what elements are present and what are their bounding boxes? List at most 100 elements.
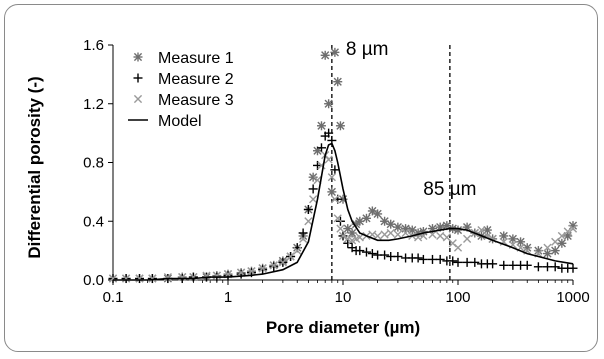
measure-3-point	[293, 246, 302, 255]
measure-1-point	[373, 209, 383, 219]
measure-2-point	[367, 249, 377, 259]
marker-stroke	[373, 231, 382, 241]
marker-stroke	[321, 51, 330, 60]
measure-3-point	[355, 233, 364, 242]
measure-3-point	[563, 227, 572, 236]
measure-3-point	[338, 231, 348, 241]
annotation-label: 85 µm	[423, 179, 476, 200]
reference-lines: 8 µm 85 µm	[331, 39, 476, 280]
annotation-label: 8 µm	[346, 39, 389, 60]
measure-3-point	[108, 274, 118, 283]
marker-stroke	[436, 231, 445, 241]
marker-stroke	[543, 249, 552, 258]
marker-stroke	[483, 231, 492, 241]
marker-stroke	[401, 228, 410, 238]
measure-1-point	[347, 228, 357, 238]
measure-3-point	[324, 155, 333, 164]
marker-stroke	[393, 223, 402, 232]
marker-stroke	[563, 227, 572, 236]
marker-stroke	[258, 264, 267, 273]
marker-stroke	[436, 223, 445, 232]
measure-1-point	[361, 213, 371, 223]
measure-1-point	[333, 77, 343, 87]
marker-stroke	[523, 243, 532, 252]
marker-stroke	[393, 230, 402, 239]
measure-3-point	[557, 231, 566, 241]
measure-1-point	[453, 225, 463, 235]
x-tick-label: 100	[445, 289, 470, 306]
measure-2-point	[380, 250, 390, 260]
marker-stroke	[343, 234, 352, 243]
measure-3-point	[336, 224, 345, 233]
measure-2-point	[312, 160, 322, 170]
marker-stroke	[324, 99, 333, 108]
series-measure-3	[108, 151, 578, 283]
y-tick-label: 0.8	[83, 155, 104, 172]
measure-3-point	[178, 272, 187, 282]
measure-3-point	[386, 228, 395, 238]
marker-stroke	[516, 237, 525, 246]
measure-1-point	[550, 246, 560, 256]
series-measure-2	[108, 128, 578, 284]
marker-stroke	[380, 217, 389, 226]
marker-stroke	[148, 274, 157, 283]
measure-3-point	[333, 214, 342, 223]
marker-stroke	[557, 231, 566, 241]
x-axis-title: Pore diameter (µm)	[266, 318, 420, 337]
measure-3-point	[258, 264, 267, 273]
marker-stroke	[327, 173, 336, 182]
marker-stroke	[133, 94, 143, 104]
measure-3-point	[327, 173, 336, 182]
marker-stroke	[212, 271, 221, 280]
y-tick-label: 0.0	[83, 272, 104, 289]
measure-1-point	[386, 219, 396, 229]
measure-2-point	[303, 205, 313, 214]
marker-stroke	[483, 225, 492, 235]
measure-3-point	[212, 271, 221, 280]
chart-frame	[4, 4, 598, 352]
measure-1-point	[324, 99, 334, 109]
measure-2-point	[330, 165, 340, 175]
measure-3-point	[148, 274, 157, 283]
measure-3-point	[453, 243, 463, 252]
measure-3-point	[343, 234, 352, 243]
marker-stroke	[299, 234, 308, 243]
marker-stroke	[453, 243, 463, 252]
measure-2-point	[258, 265, 268, 275]
measure-3-point	[278, 258, 287, 267]
measure-2-point	[324, 128, 334, 138]
measure-2-point	[355, 246, 365, 256]
marker-stroke	[386, 228, 395, 238]
measure-2-point	[462, 257, 472, 267]
marker-stroke	[247, 267, 256, 276]
y-tick-label: 0.4	[83, 213, 104, 230]
measure-3-point	[309, 195, 318, 204]
marker-stroke	[386, 220, 395, 229]
measure-2-point	[435, 254, 445, 264]
measure-2-point	[533, 262, 543, 272]
measure-2-point	[427, 254, 437, 264]
legend-label-measure-1: Measure 1	[158, 50, 234, 67]
marker-stroke	[557, 239, 566, 248]
measure-3-point	[286, 252, 295, 261]
marker-stroke	[543, 243, 552, 252]
measure-2-point	[413, 253, 423, 263]
marker-stroke	[324, 155, 333, 164]
measure-1-point	[320, 50, 330, 60]
measure-1-point	[327, 187, 337, 197]
marker-stroke	[309, 173, 318, 182]
x-tick-label: 0.1	[103, 289, 124, 306]
marker-stroke	[122, 274, 131, 283]
measure-1-point	[308, 172, 318, 182]
marker-stroke	[133, 52, 143, 62]
marker-stroke	[330, 195, 339, 204]
marker-stroke	[333, 77, 342, 86]
legend-label-measure-2: Measure 2	[158, 71, 234, 88]
marker-stroke	[293, 246, 302, 255]
marker-stroke	[551, 246, 560, 255]
measure-2-point	[316, 143, 326, 153]
marker-stroke	[448, 239, 457, 248]
marker-stroke	[336, 121, 345, 130]
marker-stroke	[368, 206, 377, 216]
